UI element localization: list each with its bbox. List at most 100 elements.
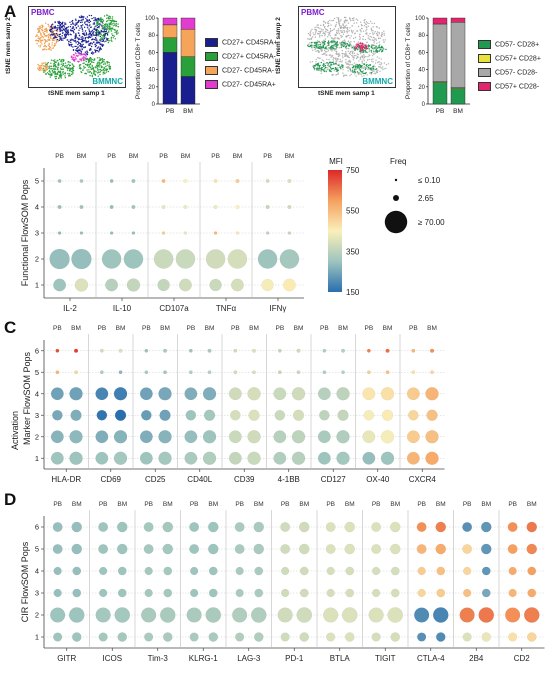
dot-x-tick-label: OX-40 — [366, 475, 390, 484]
dot-mark — [175, 249, 196, 269]
legend-entry: CD57+ CD28- — [478, 82, 539, 91]
dot-mark — [277, 348, 282, 353]
tsne-cluster — [42, 58, 75, 80]
bar-segment — [432, 23, 448, 82]
dot-mark — [144, 566, 153, 576]
dot-mark — [52, 522, 63, 532]
dot-mark — [188, 370, 193, 375]
dot-mark — [98, 544, 109, 554]
legend-label: CD27- CD45RA- — [222, 67, 275, 75]
dot-mark — [52, 409, 63, 421]
bar-y-tick-label: 0 — [152, 102, 156, 108]
dot-mark — [425, 430, 439, 444]
dot-mark — [523, 607, 540, 623]
dot-mark — [416, 544, 427, 554]
dot-mark — [389, 543, 401, 555]
dot-group-label: PB — [276, 325, 285, 332]
dot-mark — [261, 278, 274, 292]
legend-label: CD57+ CD28- — [495, 83, 540, 91]
tsne-scatter-2 — [307, 16, 390, 78]
tsne-cluster — [307, 16, 386, 61]
tsne-cluster — [94, 14, 120, 44]
dot-mark — [95, 607, 111, 623]
dot-mark — [390, 588, 400, 598]
dot-mark — [53, 566, 62, 576]
dot-group-label: BM — [254, 501, 264, 508]
bar-segment — [432, 17, 448, 25]
legend-entry: CD57- CD28- — [478, 68, 537, 77]
dot-mark — [96, 409, 108, 421]
dot-mark — [95, 451, 109, 465]
dot-mark — [291, 451, 306, 465]
dot-mark — [53, 588, 62, 598]
dot-mark — [280, 566, 290, 576]
dot-y-tick-label: 2 — [35, 611, 39, 620]
dot-mark — [163, 370, 167, 375]
tsne-cluster — [37, 62, 49, 73]
dot-mark — [462, 632, 472, 642]
dot-x-tick-label: IFNγ — [270, 304, 287, 313]
mfi-tick-label: 750 — [346, 166, 360, 175]
dot-mark — [280, 522, 291, 532]
bar-x-tick-label: BM — [183, 108, 193, 115]
dot-group-label: BM — [390, 501, 400, 508]
dot-mark — [277, 607, 293, 623]
dot-group-label: BM — [299, 501, 309, 508]
dot-mark — [230, 409, 241, 421]
dot-mark — [118, 370, 123, 375]
dot-group-label: PB — [53, 325, 62, 332]
tsne-cluster — [309, 52, 390, 78]
dot-mark — [139, 451, 153, 465]
dot-mark — [291, 430, 306, 444]
dot-mark — [158, 430, 172, 444]
dot-mark — [72, 588, 82, 598]
dot-mark — [207, 348, 212, 353]
dot-group-label: PB — [144, 501, 153, 508]
dot-mark — [72, 566, 82, 576]
bar-segment — [180, 76, 196, 105]
dot-mark — [95, 387, 109, 401]
dot-x-tick-label: TIGIT — [375, 654, 396, 663]
dot-mark — [202, 387, 217, 401]
dot-mark — [227, 249, 248, 269]
mfi-title: MFI — [329, 157, 343, 166]
dot-mark — [282, 278, 296, 292]
dot-mark — [417, 588, 426, 598]
dot-mark — [57, 179, 62, 183]
dot-mark — [253, 543, 265, 555]
dot-mark — [429, 348, 435, 353]
mfi-gradient-bar — [328, 170, 342, 292]
dot-mark — [109, 204, 114, 210]
dot-mark — [436, 588, 446, 598]
freq-size-label: 2.65 — [418, 194, 434, 203]
dot-mark — [385, 348, 390, 353]
dot-mark — [144, 588, 153, 598]
dot-mark — [234, 544, 245, 554]
dot-group-label: BM — [345, 501, 355, 508]
dot-group-label: BM — [285, 153, 295, 160]
dot-mark — [235, 566, 244, 576]
dot-x-tick-label: CD40L — [187, 475, 212, 484]
tsne2-xlabel: tSNE mem samp 1 — [318, 90, 375, 97]
dot-mark — [49, 248, 70, 270]
dot-group-label: BM — [117, 501, 127, 508]
dot-mark — [205, 249, 226, 269]
dot-mark — [390, 566, 400, 576]
dot-mark — [99, 370, 104, 375]
dot-mark — [380, 387, 395, 401]
freq-size-dot — [392, 194, 400, 202]
dot-x-tick-label: ICOS — [102, 654, 122, 663]
dot-mark — [117, 566, 127, 576]
dot-mark — [417, 566, 426, 576]
dot-mark — [406, 430, 420, 444]
dot-mark — [265, 204, 270, 210]
bar-legend-1: CD27+ CD45RA+ CD27+ CD45RA- CD27- CD45RA- C… — [205, 38, 300, 108]
dot-group-label: PB — [142, 325, 151, 332]
dot-mark — [228, 430, 242, 444]
bar-y-tick-label: 20 — [148, 85, 155, 91]
dot-mark — [362, 387, 376, 401]
legend-label: CD57+ CD28+ — [495, 55, 541, 63]
dot-mark — [117, 632, 128, 642]
dot-mark — [481, 632, 492, 642]
dot-mark — [71, 632, 82, 642]
